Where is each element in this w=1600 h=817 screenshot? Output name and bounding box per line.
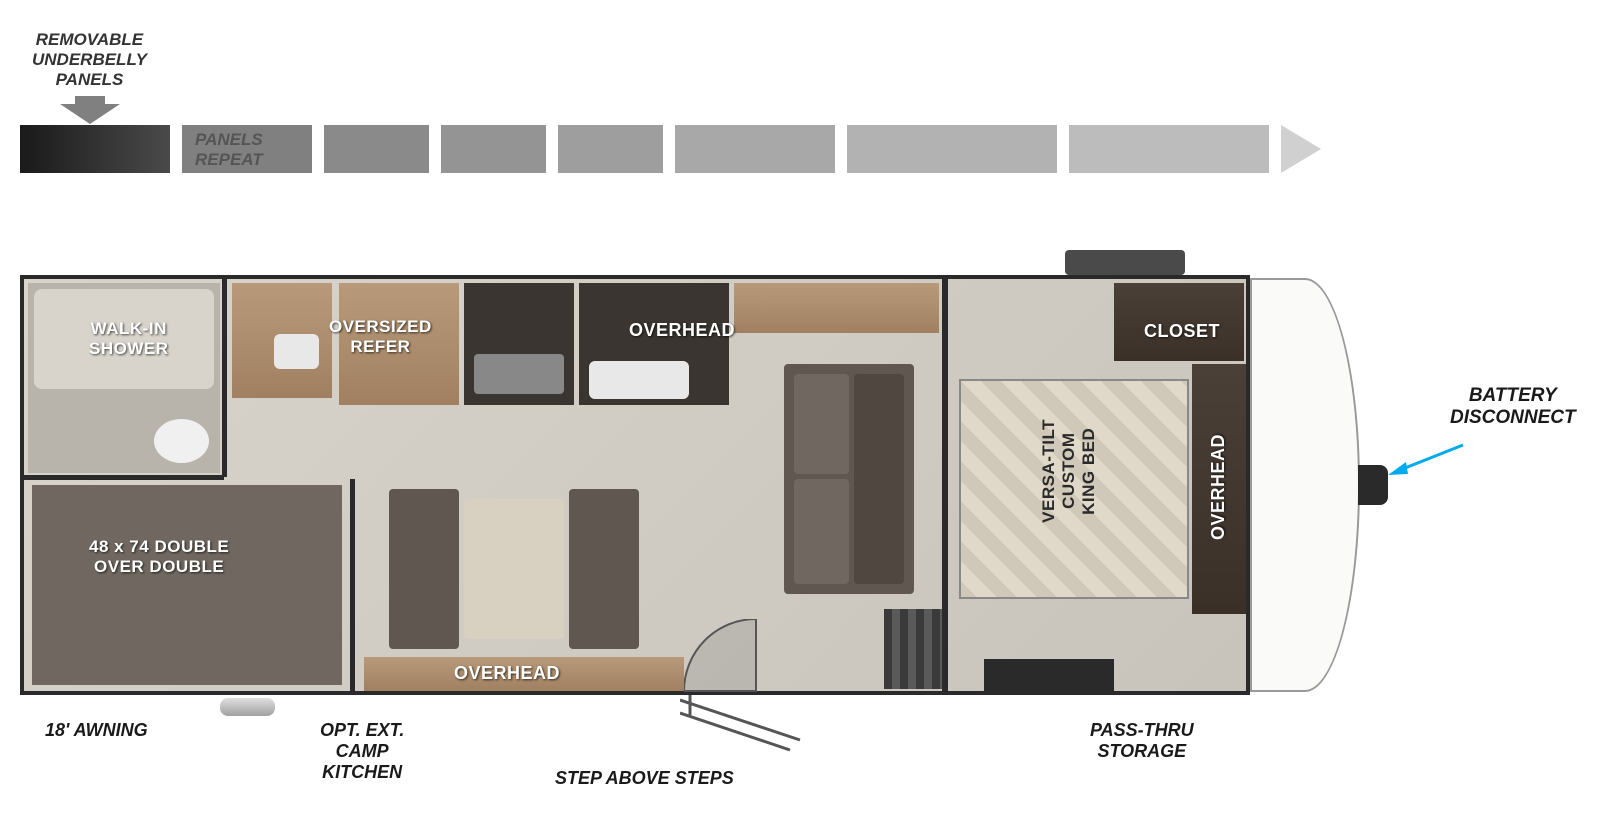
oversized-refer-label: OVERSIZED REFER [329, 317, 432, 357]
sofa-cushion [794, 374, 849, 474]
range-top [474, 354, 564, 394]
dinette-seat-right [569, 489, 639, 649]
overhead-top-label: OVERHEAD [629, 320, 735, 341]
pass-thru-label: PASS-THRU STORAGE [1090, 720, 1194, 762]
dinette-seat-left [389, 489, 459, 649]
battery-disconnect-label: BATTERY DISCONNECT [1450, 385, 1576, 429]
entry-door-swing [684, 619, 834, 695]
panel-seg [324, 125, 429, 173]
panel-seg [441, 125, 546, 173]
awning-tube [220, 698, 275, 716]
panel-seg [847, 125, 1057, 173]
king-bed-label: VERSA-TILT CUSTOM KING BED [1039, 419, 1099, 523]
front-cap [1250, 278, 1360, 692]
overhead-bottom-label: OVERHEAD [454, 663, 560, 684]
double-bunk-bed [32, 485, 342, 685]
walk-in-shower-label: WALK-IN SHOWER [89, 319, 169, 359]
underbelly-arrow-down [50, 96, 130, 126]
bunk-wall-right [350, 479, 355, 695]
bath-wall-right [222, 279, 227, 477]
sofa-back [854, 374, 904, 584]
panel-seg [675, 125, 835, 173]
pass-thru-hatch [984, 659, 1114, 691]
camp-kitchen-label: OPT. EXT. CAMP KITCHEN [320, 720, 404, 783]
strip-arrow-icon [1281, 125, 1321, 173]
kitchen-sink [589, 361, 689, 399]
sofa-cushion [794, 479, 849, 584]
steps-label: STEP ABOVE STEPS [555, 768, 734, 789]
panels-repeat-label: PANELS REPEAT [195, 130, 263, 170]
entry-steps [680, 695, 810, 765]
panel-seg [558, 125, 663, 173]
awning-label: 18' AWNING [45, 720, 148, 741]
front-vent [1065, 250, 1185, 275]
bath-wall-bottom [24, 475, 224, 480]
panel-seg [20, 125, 170, 173]
bedroom-steps [884, 609, 942, 689]
toilet [154, 419, 209, 463]
closet-label: CLOSET [1144, 321, 1220, 342]
battery-pointer-icon [1388, 440, 1468, 480]
bedroom-wall [942, 279, 948, 695]
removable-underbelly-label: REMOVABLE UNDERBELLY PANELS [32, 30, 147, 90]
double-bunk-label: 48 x 74 DOUBLE OVER DOUBLE [89, 537, 229, 577]
vanity-sink [274, 334, 319, 369]
overhead-front-label: OVERHEAD [1208, 434, 1229, 540]
dinette-table [464, 499, 564, 639]
hitch [1358, 465, 1388, 505]
floorplan-box: WALK-IN SHOWER 48 x 74 DOUBLE OVER DOUBL… [20, 275, 1250, 695]
overhead-cab-top [734, 283, 939, 333]
panel-seg [1069, 125, 1269, 173]
